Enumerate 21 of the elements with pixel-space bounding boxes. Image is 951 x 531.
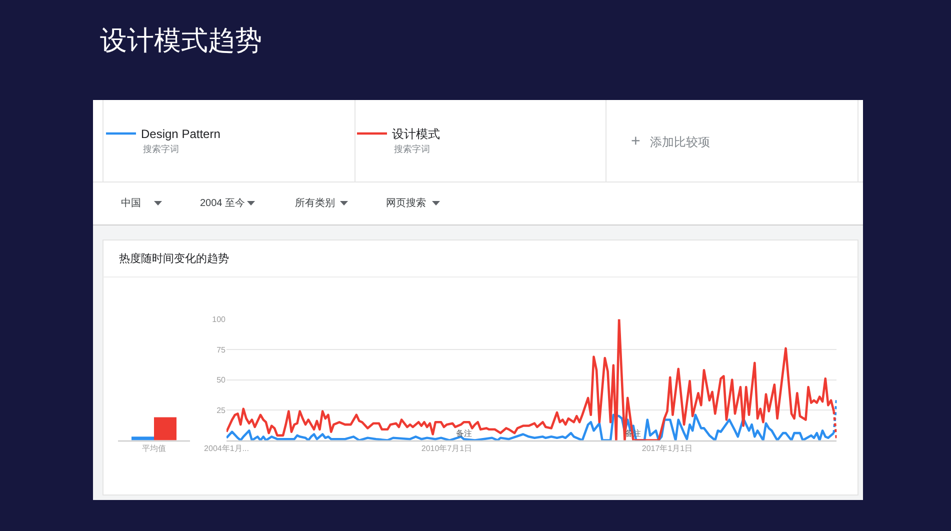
y-tick-label: 25 [216, 406, 226, 415]
legend-label: 设计模式 [392, 127, 440, 142]
chart-title: 热度随时间变化的趋势 [119, 252, 229, 265]
x-tick-label: 2010年7月1日 [421, 444, 472, 453]
text: 添加比较项 [650, 135, 710, 149]
text: 网页搜索 [386, 197, 426, 209]
text: 中国 [121, 197, 141, 209]
text: 所有类别 [295, 197, 335, 209]
text: 搜索字词 [143, 144, 179, 154]
x-tick-label: 2004年1月... [204, 444, 249, 453]
y-tick-label: 75 [216, 345, 226, 354]
y-tick-label: 100 [212, 315, 226, 324]
text: 设计模式趋势 [100, 25, 262, 56]
y-tick-label: 50 [216, 376, 226, 385]
annotation: 备注 [456, 429, 472, 438]
text: + [631, 133, 640, 150]
x-tick-label: 平均值 [142, 444, 166, 453]
text: 2004 至今 [200, 197, 246, 209]
legend-label: Design Pattern [141, 127, 220, 142]
text: 搜索字词 [394, 144, 430, 154]
x-tick-label: 2017年1月1日 [642, 444, 693, 453]
